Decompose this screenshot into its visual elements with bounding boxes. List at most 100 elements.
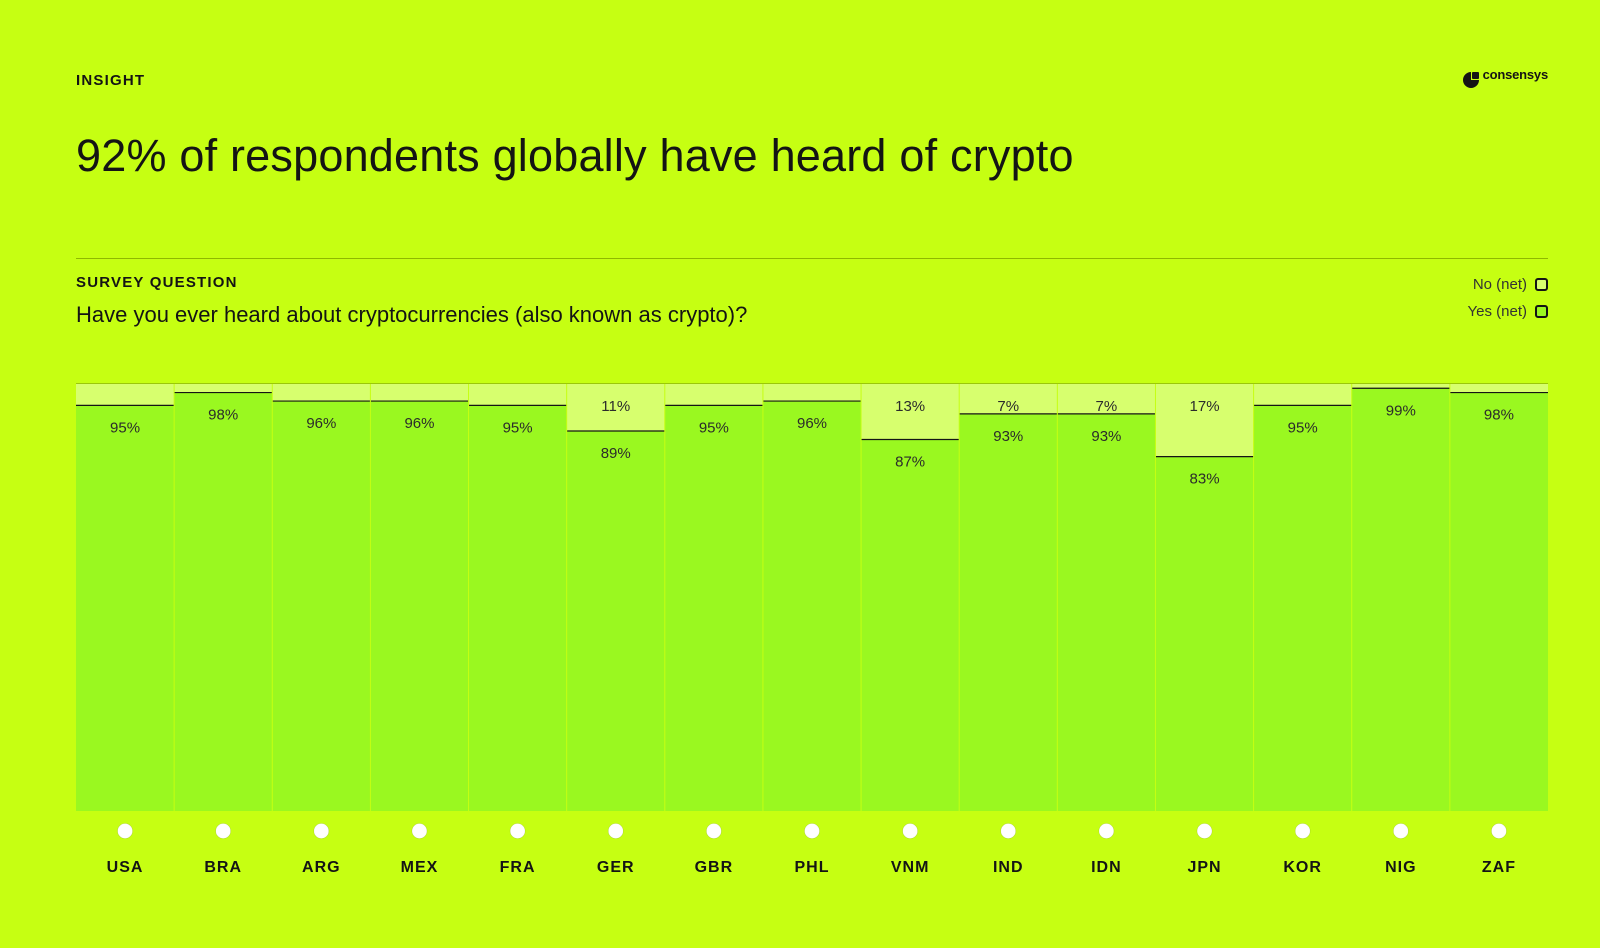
argentina-flag-icon — [313, 823, 330, 839]
country-label: ZAF — [1482, 859, 1516, 876]
legend-label-no: No (net) — [1472, 276, 1527, 293]
bar-group-idn: 93% 7% IDN — [1056, 384, 1156, 876]
bar-yes-arg — [272, 401, 371, 811]
brand-logo: consensys — [1461, 67, 1548, 90]
south-korea-flag-icon — [1294, 823, 1311, 839]
bar-group-fra: 95% FRA — [468, 384, 567, 876]
bar-group-arg: 96% ARG — [271, 384, 371, 876]
bar-yes-idn — [1057, 413, 1156, 811]
vietnam-flag-icon — [902, 823, 918, 839]
bar-yes-ger — [566, 430, 665, 811]
bar-yes-vnm — [861, 439, 960, 811]
yes-value-label: 87% — [895, 454, 925, 471]
indonesia-flag-icon — [1098, 823, 1115, 839]
country-label: JPN — [1187, 859, 1221, 876]
yes-value-label: 89% — [601, 445, 631, 462]
bar-yes-nig — [1351, 388, 1450, 811]
country-label: BRA — [204, 859, 242, 876]
country-label: IDN — [1091, 859, 1122, 876]
bar-yes-gbr — [664, 405, 763, 811]
legend-swatch-no — [1535, 278, 1548, 291]
bar-group-nig: 99% NIG — [1351, 384, 1450, 876]
yes-value-label: 98% — [1484, 407, 1514, 424]
germany-flag-icon — [607, 823, 624, 839]
bar-group-phl: 96% PHL — [762, 384, 862, 876]
bar-yes-usa — [76, 405, 175, 811]
bar-yes-kor — [1253, 405, 1352, 811]
no-value-label: 17% — [1190, 398, 1220, 415]
bar-no-zaf — [1449, 384, 1548, 393]
south-africa-flag-icon — [1491, 823, 1507, 839]
bar-no-mex — [370, 384, 469, 402]
yes-value-label: 95% — [110, 419, 140, 436]
yes-value-label: 95% — [503, 419, 533, 436]
bar-yes-fra — [468, 405, 567, 811]
india-flag-icon — [1000, 823, 1017, 839]
survey-question-text: Have you ever heard about cryptocurrenci… — [76, 302, 748, 327]
bar-no-fra — [468, 384, 567, 406]
bar-no-phl — [762, 384, 862, 402]
bar-no-nig — [1351, 384, 1450, 389]
bar-no-vnm — [861, 384, 960, 440]
bar-group-ger: 89% 11% GER — [566, 384, 665, 876]
yes-value-label: 96% — [797, 415, 827, 432]
consensys-logo-icon — [1462, 72, 1479, 88]
bar-no-usa — [76, 384, 175, 406]
bar-yes-mex — [370, 401, 469, 811]
bar-yes-jpn — [1155, 456, 1254, 811]
bar-no-bra — [174, 384, 273, 393]
yes-value-label: 95% — [699, 419, 729, 436]
bar-group-usa: 95% USA — [76, 384, 175, 876]
country-label: VNM — [891, 859, 930, 876]
japan-flag-icon — [1196, 823, 1213, 839]
country-label: USA — [107, 859, 144, 876]
country-label: FRA — [500, 859, 536, 876]
bar-group-mex: 96% MEX — [369, 384, 469, 876]
country-label: NIG — [1385, 859, 1416, 876]
legend-swatch-yes — [1535, 305, 1548, 318]
bar-no-arg — [272, 384, 371, 402]
philippines-flag-icon — [804, 823, 820, 839]
legend-label-yes: Yes (net) — [1467, 303, 1527, 320]
uk-flag-icon — [706, 823, 722, 839]
section-eyebrow: INSIGHT — [76, 72, 146, 89]
no-value-label: 7% — [1096, 398, 1118, 415]
bar-yes-ind — [959, 413, 1058, 811]
bar-yes-phl — [762, 401, 862, 811]
mexico-flag-icon — [411, 823, 428, 839]
bar-group-zaf: 98% ZAF — [1449, 384, 1548, 876]
bar-no-idn — [1057, 384, 1156, 414]
bar-group-kor: 95% KOR — [1253, 384, 1352, 876]
bar-group-ind: 93% 7% IND — [958, 384, 1058, 876]
country-label: ARG — [302, 859, 341, 876]
legend-item-yes: Yes (net) — [1468, 303, 1548, 320]
no-value-label: 7% — [997, 398, 1019, 415]
country-label: IND — [993, 859, 1024, 876]
bar-no-gbr — [664, 384, 763, 406]
bar-no-ind — [959, 384, 1058, 414]
yes-value-label: 96% — [404, 415, 434, 432]
yes-value-label: 95% — [1288, 419, 1318, 436]
bar-group-bra: 98% BRA — [173, 384, 273, 876]
bar-group-vnm: 87% 13% VNM — [860, 384, 960, 876]
nigeria-flag-icon — [1393, 823, 1409, 839]
yes-value-label: 96% — [306, 415, 336, 432]
bar-yes-bra — [174, 392, 273, 811]
france-flag-icon — [509, 823, 526, 839]
country-label: GER — [597, 859, 635, 876]
bar-group-jpn: 83% 17% JPN — [1154, 384, 1254, 876]
bar-no-jpn — [1155, 384, 1254, 457]
no-value-label: 11% — [601, 398, 630, 415]
yes-value-label: 83% — [1190, 471, 1220, 488]
bar-yes-zaf — [1449, 392, 1548, 811]
survey-question-label: SURVEY QUESTION — [76, 274, 238, 291]
yes-value-label: 99% — [1386, 402, 1416, 419]
divider — [76, 258, 1548, 259]
no-value-label: 13% — [895, 398, 925, 415]
brazil-flag-icon — [215, 823, 231, 839]
chart-legend: No (net) Yes (net) — [1468, 276, 1548, 320]
yes-value-label: 98% — [208, 407, 238, 424]
country-label: MEX — [401, 859, 439, 876]
country-label: GBR — [695, 859, 734, 876]
